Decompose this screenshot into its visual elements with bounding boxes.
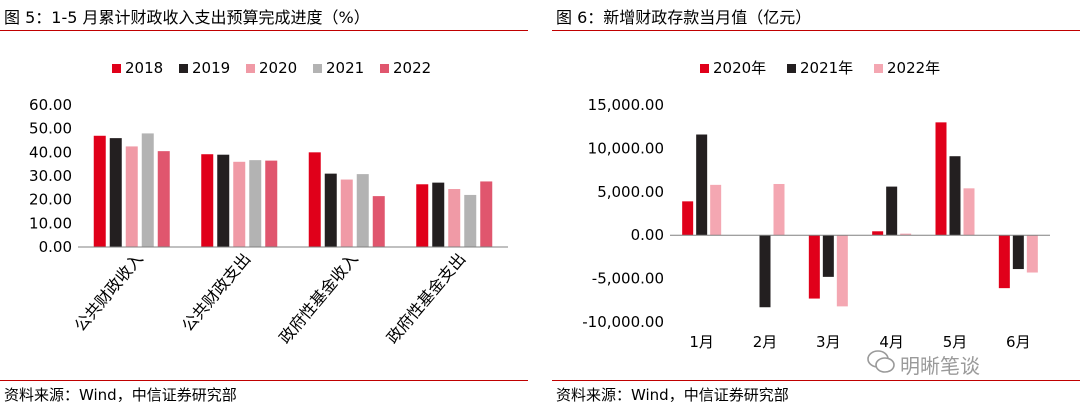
bar	[125, 146, 138, 247]
bar	[356, 174, 369, 247]
left-chart-title: 图 5：1-5 月累计财政收入支出预算完成进度（%）	[4, 8, 370, 27]
category-label: 6月	[1006, 333, 1031, 351]
bar	[324, 173, 337, 247]
legend-label: 2021年	[800, 59, 853, 77]
bar	[109, 138, 122, 247]
legend-label: 2021	[326, 59, 364, 77]
bar	[998, 235, 1010, 289]
y-tick-label: 20.00	[29, 191, 72, 209]
y-tick-label: -10,000.00	[582, 313, 664, 331]
bar	[808, 235, 820, 299]
y-tick-label: 40.00	[29, 143, 72, 161]
category-label: 公共财政支出	[178, 249, 254, 335]
right-chart-title: 图 6：新增财政存款当月值（亿元）	[556, 8, 812, 27]
right-title-rule	[552, 30, 1080, 31]
bar	[464, 194, 477, 247]
category-label: 公共财政收入	[71, 249, 147, 335]
bar	[432, 182, 445, 247]
y-tick-label: 0.00	[631, 226, 664, 244]
y-tick-label: 5,000.00	[597, 183, 664, 201]
bar	[682, 201, 694, 236]
legend-swatch	[700, 64, 709, 73]
category-label: 政府性基金支出	[383, 249, 470, 347]
bar	[900, 233, 912, 236]
bar	[372, 196, 385, 247]
bar	[340, 179, 353, 247]
legend-swatch	[874, 64, 883, 73]
bar	[1012, 235, 1024, 270]
right-source-note: 资料来源：Wind，中信证券研究部	[556, 386, 789, 404]
left-chart-panel: 图 5：1-5 月累计财政收入支出预算完成进度（%） 60.00 50.00 40.…	[0, 0, 528, 411]
y-tick-label: 50.00	[29, 120, 72, 138]
bar	[822, 235, 834, 277]
bar	[249, 160, 262, 247]
bar	[759, 235, 771, 308]
category-label: 政府性基金收入	[275, 249, 362, 347]
y-tick-label: 10.00	[29, 214, 72, 232]
legend-swatch	[112, 64, 121, 73]
legend-swatch	[380, 64, 389, 73]
bar	[141, 133, 154, 247]
legend-label: 2022	[393, 59, 431, 77]
bar	[949, 156, 961, 236]
left-title-rule	[0, 30, 528, 31]
bar	[963, 188, 975, 236]
bar	[935, 122, 947, 236]
legend-label: 2022年	[887, 59, 940, 77]
bar	[1026, 235, 1038, 273]
bar	[217, 154, 230, 247]
y-tick-label: 10,000.00	[588, 139, 664, 157]
category-label: 1月	[689, 333, 714, 351]
y-tick-label: 0.00	[39, 238, 72, 256]
legend-label: 2020	[259, 59, 297, 77]
legend-label: 2018	[125, 59, 163, 77]
bar	[480, 181, 493, 247]
category-label: 2月	[753, 333, 778, 351]
right-source-rule	[552, 380, 1080, 381]
legend-swatch	[179, 64, 188, 73]
category-label: 3月	[816, 333, 841, 351]
bar	[265, 160, 278, 247]
right-chart-svg: 15,000.00 10,000.00 5,000.00 0.00 -5,000.00 -…	[582, 59, 1050, 351]
bar	[233, 161, 246, 247]
legend-swatch	[246, 64, 255, 73]
bar	[710, 184, 722, 236]
category-label: 4月	[879, 333, 904, 351]
bar	[448, 189, 461, 247]
category-label: 5月	[943, 333, 968, 351]
y-tick-label: 30.00	[29, 167, 72, 185]
bar	[201, 154, 214, 247]
bar	[836, 235, 848, 307]
legend-label: 2020年	[713, 59, 766, 77]
y-tick-label: -5,000.00	[592, 270, 664, 288]
bar	[416, 184, 429, 247]
bar	[773, 183, 785, 236]
bar	[872, 231, 884, 236]
watermark-text: 明晰笔谈	[900, 354, 980, 378]
legend-swatch	[313, 64, 322, 73]
legend-label: 2019	[192, 59, 230, 77]
left-chart-svg: 60.00 50.00 40.00 30.00 20.00 10.00 0.00公共财政收入…	[29, 59, 508, 347]
bar	[886, 186, 898, 236]
y-tick-label: 60.00	[29, 96, 72, 114]
y-tick-label: 15,000.00	[588, 96, 664, 114]
legend-swatch	[787, 64, 796, 73]
left-source-rule	[0, 380, 528, 381]
wechat-icon	[867, 350, 895, 373]
bar	[157, 151, 170, 247]
left-source-note: 资料来源：Wind，中信证券研究部	[4, 386, 237, 404]
right-chart-panel: 图 6：新增财政存款当月值（亿元） 15,000.00 10,000.00 5,00…	[552, 0, 1080, 411]
bar	[308, 152, 321, 247]
bar	[93, 135, 106, 247]
bar	[696, 134, 708, 236]
